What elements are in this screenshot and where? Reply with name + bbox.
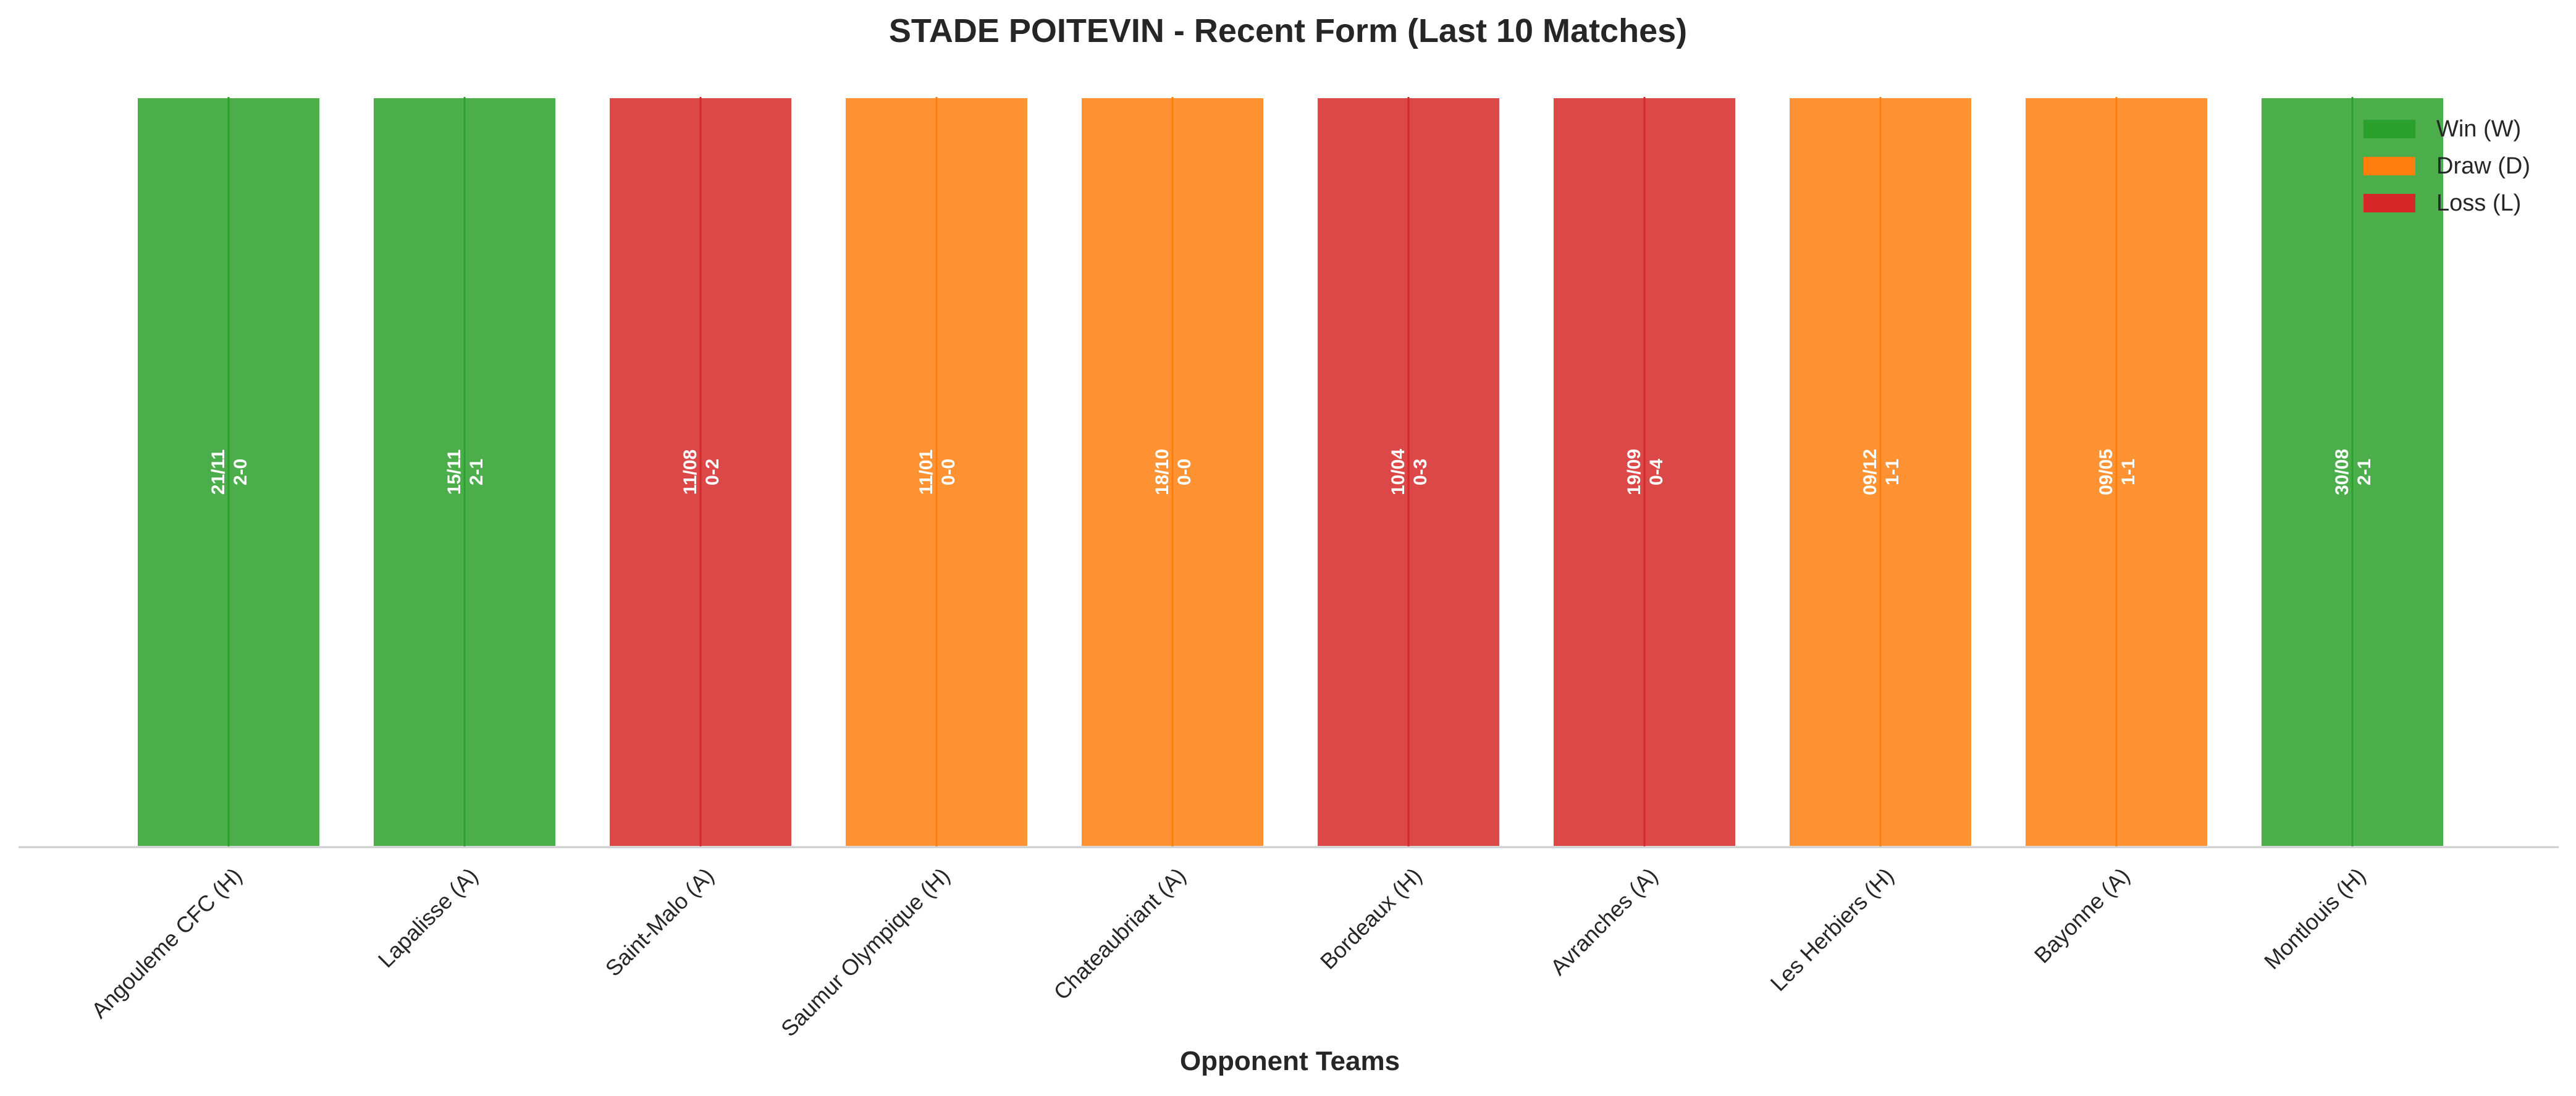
x-tick-label: Avranches (A) [1546, 863, 1663, 980]
legend: Win (W) Draw (D) Loss (L) [2363, 116, 2530, 216]
legend-label: Loss (L) [2436, 190, 2521, 216]
bar-data-label: 09/12 1-1 [1860, 449, 1903, 495]
bar-data-label: 09/05 1-1 [2096, 449, 2139, 495]
chart-title: STADE POITEVIN - Recent Form (Last 10 Ma… [889, 12, 1687, 49]
x-tick-label: Chateaubriant (A) [1048, 863, 1190, 1005]
x-tick-label: Les Herbiers (H) [1766, 863, 1899, 996]
x-tick-label: Saint-Malo (A) [600, 863, 719, 981]
x-tick-label: Montlouis (H) [2259, 863, 2370, 974]
bars-layer: 21/11 2-0 15/11 2-1 11/08 0-2 11/01 0-0 18/10 0-0… [135, 96, 2446, 848]
x-tick-label: Angouleme CFC (H) [86, 863, 247, 1023]
x-tick-labels: Angouleme CFC (H) Lapalisse (A) Saint-Malo… [86, 863, 2371, 1041]
bar-data-label: 11/01 0-0 [916, 450, 959, 495]
legend-label: Draw (D) [2436, 153, 2530, 179]
bar-data-label: 15/11 2-1 [444, 450, 487, 495]
x-tick-label: Saumur Olympique (H) [776, 863, 954, 1041]
x-tick-label: Bordeaux (H) [1315, 863, 1426, 974]
bar-data-label: 19/09 0-4 [1624, 449, 1667, 495]
x-axis-label: Opponent Teams [1180, 1046, 1400, 1076]
x-tick-label: Bayonne (A) [2029, 863, 2134, 968]
legend-swatch [2363, 157, 2415, 175]
bar-data-label: 18/10 0-0 [1152, 449, 1195, 495]
legend-label: Win (W) [2436, 116, 2521, 142]
bar-data-label: 21/11 2-0 [208, 450, 251, 495]
legend-swatch [2363, 120, 2415, 138]
x-tick-label: Lapalisse (A) [373, 863, 483, 973]
legend-swatch [2363, 194, 2415, 212]
bar-data-label: 30/08 2-1 [2332, 449, 2375, 495]
bar-data-label: 11/08 0-2 [680, 450, 723, 495]
bar-data-label: 10/04 0-3 [1388, 449, 1431, 495]
